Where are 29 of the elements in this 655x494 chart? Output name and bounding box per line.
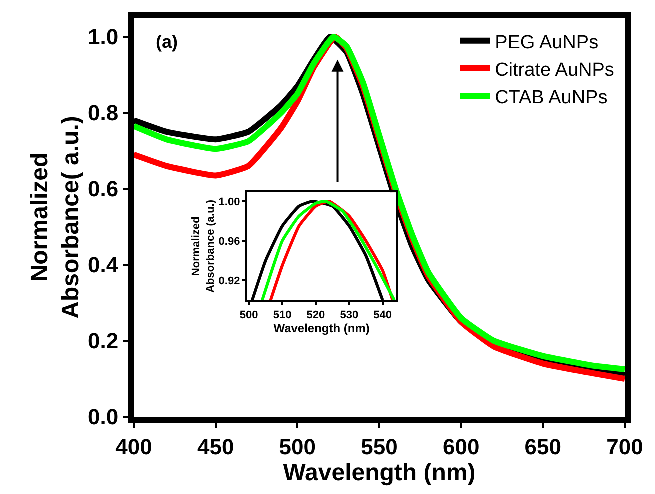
y-tick-label: 0.92 — [218, 275, 240, 288]
y-tick-label: 0.4 — [88, 252, 120, 278]
y-tick-label: 0.2 — [88, 328, 119, 354]
x-tick-label: 600 — [442, 434, 480, 460]
legend-label: CTAB AuNPs — [495, 88, 608, 109]
y-tick-label: 0.8 — [88, 100, 119, 126]
x-tick-label: 550 — [361, 434, 398, 460]
x-tick-label: 500 — [279, 434, 316, 460]
x-tick-label: 500 — [240, 309, 258, 322]
legend-label: Citrate AuNPs — [495, 60, 614, 81]
annotation: (a) — [156, 32, 178, 52]
x-tick-label: 520 — [306, 309, 326, 322]
legend-label: PEG AuNPs — [495, 32, 599, 54]
y-tick-label: 0.0 — [88, 404, 119, 430]
y-axis-title: Normalized Absorbance( a.u.) — [26, 116, 85, 319]
y-tick-label: 1.00 — [218, 196, 240, 208]
x-axis-title: Wavelength (nm) — [283, 459, 476, 486]
y-tick-label: 1.0 — [88, 24, 119, 50]
x-tick-label: 540 — [374, 309, 392, 322]
x-tick-label: 530 — [340, 309, 359, 322]
x-axis-title: Wavelength (nm) — [274, 321, 370, 336]
x-tick-label: 450 — [197, 434, 234, 460]
x-tick-label: 650 — [524, 434, 562, 460]
y-tick-label: 0.96 — [218, 236, 240, 248]
y-axis-title: Normalized Absorbance (a.u.) — [190, 200, 217, 293]
y-tick-label: 0.6 — [88, 176, 119, 202]
x-tick-label: 700 — [606, 434, 644, 460]
x-tick-label: 510 — [273, 309, 292, 322]
x-tick-label: 400 — [116, 434, 152, 460]
